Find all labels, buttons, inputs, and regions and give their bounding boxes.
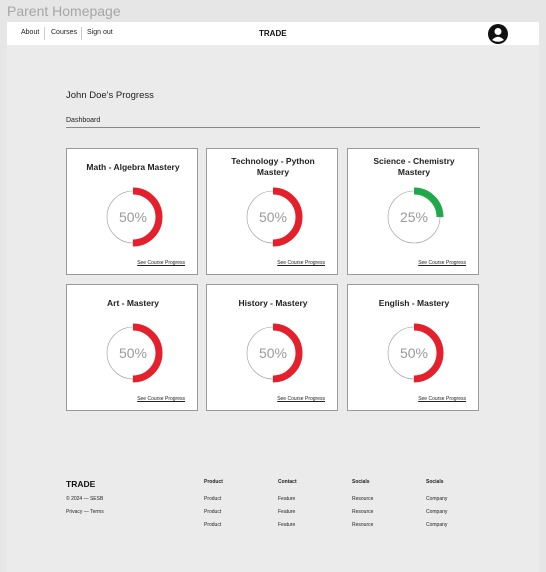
separator <box>81 27 82 40</box>
legal-links[interactable]: Privacy — Terms <box>66 509 104 515</box>
heading: John Doe's Progress <box>66 90 154 101</box>
footer-heading: Contact <box>278 479 297 485</box>
footer-heading: Product <box>204 479 223 485</box>
course-card: History - Mastery 50% See Course Progress <box>206 284 338 411</box>
course-card: Technology - Python Mastery 50% See Course… <box>206 148 338 275</box>
nav-link[interactable]: Sign out <box>87 29 113 36</box>
footer-brand: TRADE <box>66 479 96 489</box>
separator <box>44 27 45 40</box>
copyright: © 2024 — SESB <box>66 496 104 502</box>
progress-label: 50% <box>119 345 147 361</box>
footer-link[interactable]: Feature <box>278 496 296 502</box>
footer-link[interactable]: Product <box>204 496 222 502</box>
ring-progress <box>103 323 163 383</box>
card-title: Art - Mastery <box>107 298 159 308</box>
footer-link[interactable]: Feature <box>278 509 296 515</box>
footer-link[interactable]: Product <box>204 522 222 528</box>
course-card: English - Mastery 50% See Course Progress <box>347 284 479 411</box>
footer-link[interactable]: Company <box>426 496 448 502</box>
ring-progress <box>243 187 303 247</box>
nav-bar: About Courses Sign out TRADE <box>7 22 539 45</box>
course-card: Science - Chemistry Mastery 25% See Course… <box>347 148 479 275</box>
progress-ring: 50% <box>103 323 163 383</box>
card-title: English - Mastery <box>378 298 450 308</box>
progress-ring: 50% <box>243 187 303 247</box>
ring-progress <box>103 187 163 247</box>
card-title: History - Mastery <box>238 298 308 308</box>
footer-link[interactable]: Resource <box>352 509 374 515</box>
progress-label: 25% <box>400 209 428 225</box>
page-title: Parent Homepage <box>7 3 121 19</box>
footer-link[interactable]: Resource <box>352 522 374 528</box>
nav-link[interactable]: Courses <box>51 29 78 36</box>
brand[interactable]: TRADE <box>259 29 287 38</box>
course-link[interactable]: See Course Progress <box>137 260 185 266</box>
footer-link[interactable]: Product <box>204 509 222 515</box>
ring-progress <box>243 323 303 383</box>
ring-progress <box>384 323 444 383</box>
footer-link[interactable]: Company <box>426 522 448 528</box>
ring-progress <box>384 187 444 247</box>
progress-ring: 50% <box>384 323 444 383</box>
footer-link[interactable]: Company <box>426 509 448 515</box>
course-link[interactable]: See Course Progress <box>277 396 325 402</box>
footer-heading: Socials <box>352 479 370 485</box>
progress-label: 50% <box>119 209 147 225</box>
tab-underline <box>66 127 480 128</box>
course-card: Art - Mastery 50% See Course Progress <box>66 284 198 411</box>
card-title: Science - Chemistry Mastery <box>373 156 455 177</box>
progress-ring: 25% <box>384 187 444 247</box>
card-title: Technology - Python Mastery <box>231 156 315 177</box>
course-link[interactable]: See Course Progress <box>277 260 325 266</box>
user-avatar[interactable] <box>488 24 508 44</box>
course-link[interactable]: See Course Progress <box>418 396 466 402</box>
footer-heading: Socials <box>426 479 444 485</box>
nav-link[interactable]: About <box>21 29 40 36</box>
footer-link[interactable]: Feature <box>278 522 296 528</box>
progress-label: 50% <box>259 345 287 361</box>
footer-link[interactable]: Resource <box>352 496 374 502</box>
card-title: Math - Algebra Mastery <box>86 162 180 172</box>
progress-label: 50% <box>259 209 287 225</box>
course-link[interactable]: See Course Progress <box>418 260 466 266</box>
course-card: Math - Algebra Mastery 50% See Course Prog… <box>66 148 198 275</box>
progress-ring: 50% <box>243 323 303 383</box>
progress-label: 50% <box>400 345 428 361</box>
tab[interactable]: Dashboard <box>66 117 101 124</box>
progress-ring: 50% <box>103 187 163 247</box>
course-link[interactable]: See Course Progress <box>137 396 185 402</box>
